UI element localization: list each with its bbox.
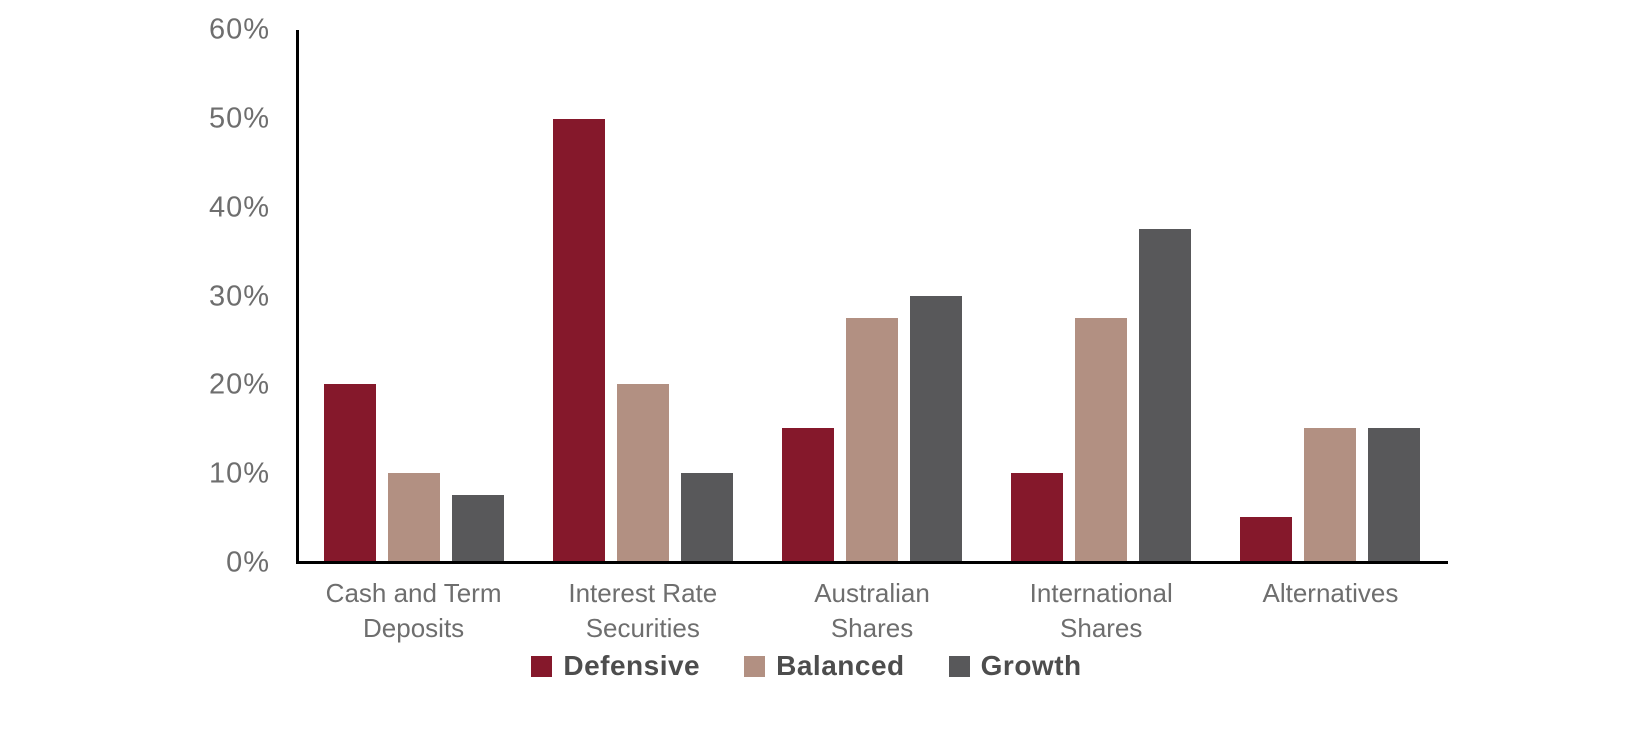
- bar-balanced: [616, 384, 669, 561]
- bar-growth: [451, 494, 504, 561]
- bar-group: [1216, 30, 1445, 561]
- x-axis-label: Alternatives: [1262, 578, 1399, 608]
- bar-defensive: [1240, 516, 1293, 561]
- bar-balanced: [1304, 428, 1357, 561]
- bar-growth: [680, 472, 733, 561]
- legend-label: Balanced: [776, 650, 905, 681]
- legend-swatch-icon: [531, 655, 553, 677]
- x-axis-labels: Cash and Term Deposits Interest Rate Secu…: [299, 576, 1445, 646]
- x-axis-label: Interest Rate Securities: [568, 578, 718, 643]
- bar-growth: [1368, 428, 1421, 561]
- legend-label: Growth: [980, 650, 1082, 681]
- y-tick-label: 20%: [208, 368, 270, 401]
- bar-balanced: [387, 472, 440, 561]
- legend-label: Defensive: [563, 650, 701, 681]
- y-tick-label: 40%: [208, 191, 270, 224]
- x-axis-label: Cash and Term Deposits: [325, 578, 502, 643]
- x-axis-label: International Shares: [1029, 578, 1173, 643]
- x-axis-line: [296, 561, 1448, 564]
- bar-growth: [910, 295, 962, 561]
- bar-defensive: [552, 118, 605, 561]
- y-tick-label: 60%: [208, 13, 270, 46]
- bar-balanced: [1075, 317, 1128, 561]
- legend-swatch-icon: [948, 655, 970, 677]
- y-tick-label: 10%: [208, 457, 270, 490]
- y-tick-label: 50%: [208, 102, 270, 135]
- bar-group: [757, 30, 986, 561]
- legend-item-growth: Growth: [948, 650, 1082, 682]
- bar-growth: [1139, 229, 1192, 561]
- bars-area: [299, 30, 1445, 561]
- legend-item-balanced: Balanced: [744, 650, 905, 682]
- bar-balanced: [846, 317, 898, 561]
- legend-item-defensive: Defensive: [531, 650, 700, 682]
- bar-defensive: [323, 384, 376, 561]
- y-tick-label: 30%: [208, 280, 270, 312]
- bar-group: [299, 30, 528, 561]
- bar-defensive: [782, 428, 834, 561]
- bar-defensive: [1011, 472, 1064, 561]
- bar-group: [987, 30, 1216, 561]
- bar-group: [528, 30, 757, 561]
- legend-swatch-icon: [744, 655, 766, 677]
- y-tick-label: 0%: [226, 546, 270, 579]
- legend: Defensive Balanced Growth: [0, 650, 1613, 682]
- y-axis-line: [296, 30, 299, 564]
- y-axis: 0% 10% 20% 30% 40% 50% 60%: [0, 14, 270, 579]
- x-axis-label: Australian Shares: [814, 578, 930, 643]
